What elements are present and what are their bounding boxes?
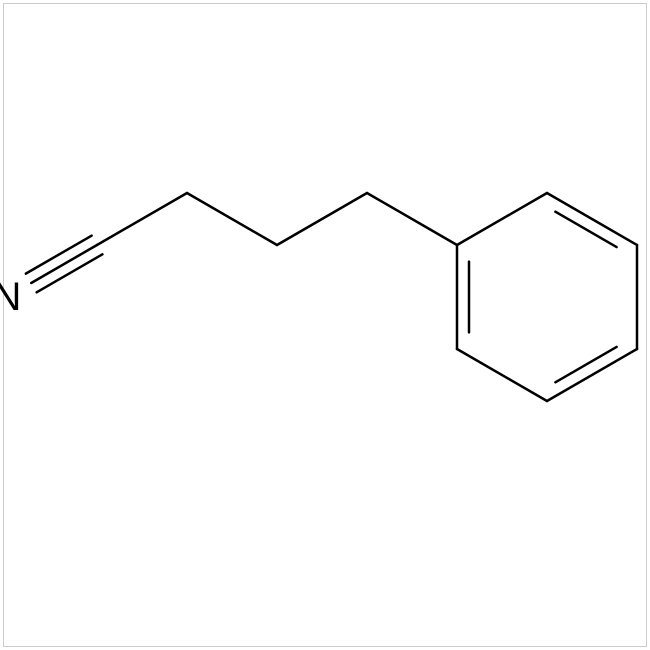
molecule-diagram: N	[0, 0, 650, 650]
atom-label-n: N	[0, 275, 21, 319]
